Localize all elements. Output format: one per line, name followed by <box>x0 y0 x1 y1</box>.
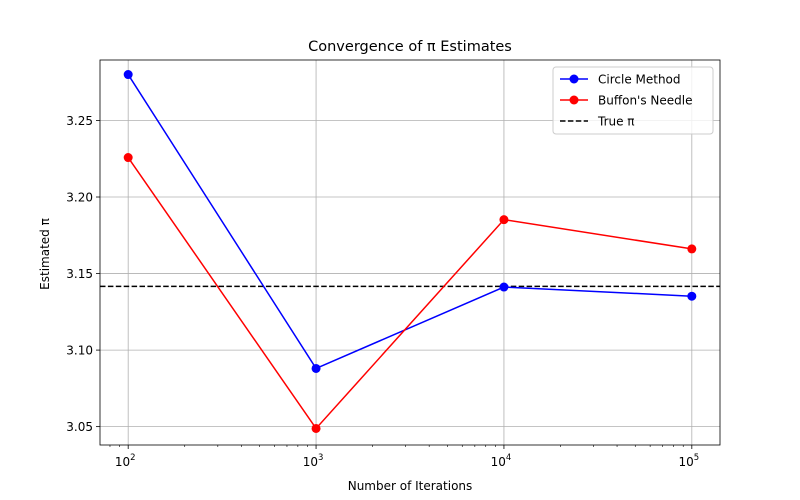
axes-border <box>99 59 721 446</box>
legend-item-true-pi: True π <box>560 115 635 129</box>
y-tick-label: 3.25 <box>66 114 93 128</box>
x-tick-label: 102 <box>115 453 136 469</box>
point-buffon-s-needle <box>123 153 133 163</box>
legend-box <box>552 66 714 135</box>
x-tick-label: 104 <box>491 453 512 469</box>
series-group <box>123 70 697 433</box>
x-axis-label: Number of Iterations <box>348 479 473 493</box>
legend-item-buffons-needle: Buffon's Needle <box>560 94 693 108</box>
y-tick-label: 3.15 <box>66 267 93 281</box>
x-tick-label: 105 <box>678 453 699 469</box>
plot-frame <box>99 59 721 446</box>
legend-marker-buffons-needle <box>569 95 579 105</box>
point-circle-method <box>499 282 509 292</box>
chart-title: Convergence of π Estimates <box>308 39 512 55</box>
point-circle-method <box>311 363 321 373</box>
x-tick-label: 103 <box>303 453 324 469</box>
legend-item-circle-method: Circle Method <box>560 73 681 87</box>
point-circle-method <box>687 291 697 301</box>
legend-label-buffons-needle: Buffon's Needle <box>598 94 693 108</box>
legend-label-circle-method: Circle Method <box>598 73 681 87</box>
legend-label-true-pi: True π <box>597 115 635 129</box>
y-tick-label: 3.10 <box>66 344 93 358</box>
legend-marker-circle-method <box>569 74 579 84</box>
point-circle-method <box>123 70 133 80</box>
ticks: 102 103 104 105 3.05 3.10 3.15 3.20 3.25 <box>66 114 699 469</box>
series-line-circle-method <box>127 74 692 370</box>
point-buffon-s-needle <box>687 244 697 254</box>
y-tick-label: 3.05 <box>66 420 93 434</box>
legend: Circle Method Buffon's Needle True π <box>552 66 714 135</box>
point-buffon-s-needle <box>311 423 321 433</box>
point-buffon-s-needle <box>499 215 509 225</box>
y-tick-label: 3.20 <box>66 191 93 205</box>
series-line-buffon-s-needle <box>127 157 692 430</box>
y-axis-label: Estimated π <box>38 218 52 290</box>
